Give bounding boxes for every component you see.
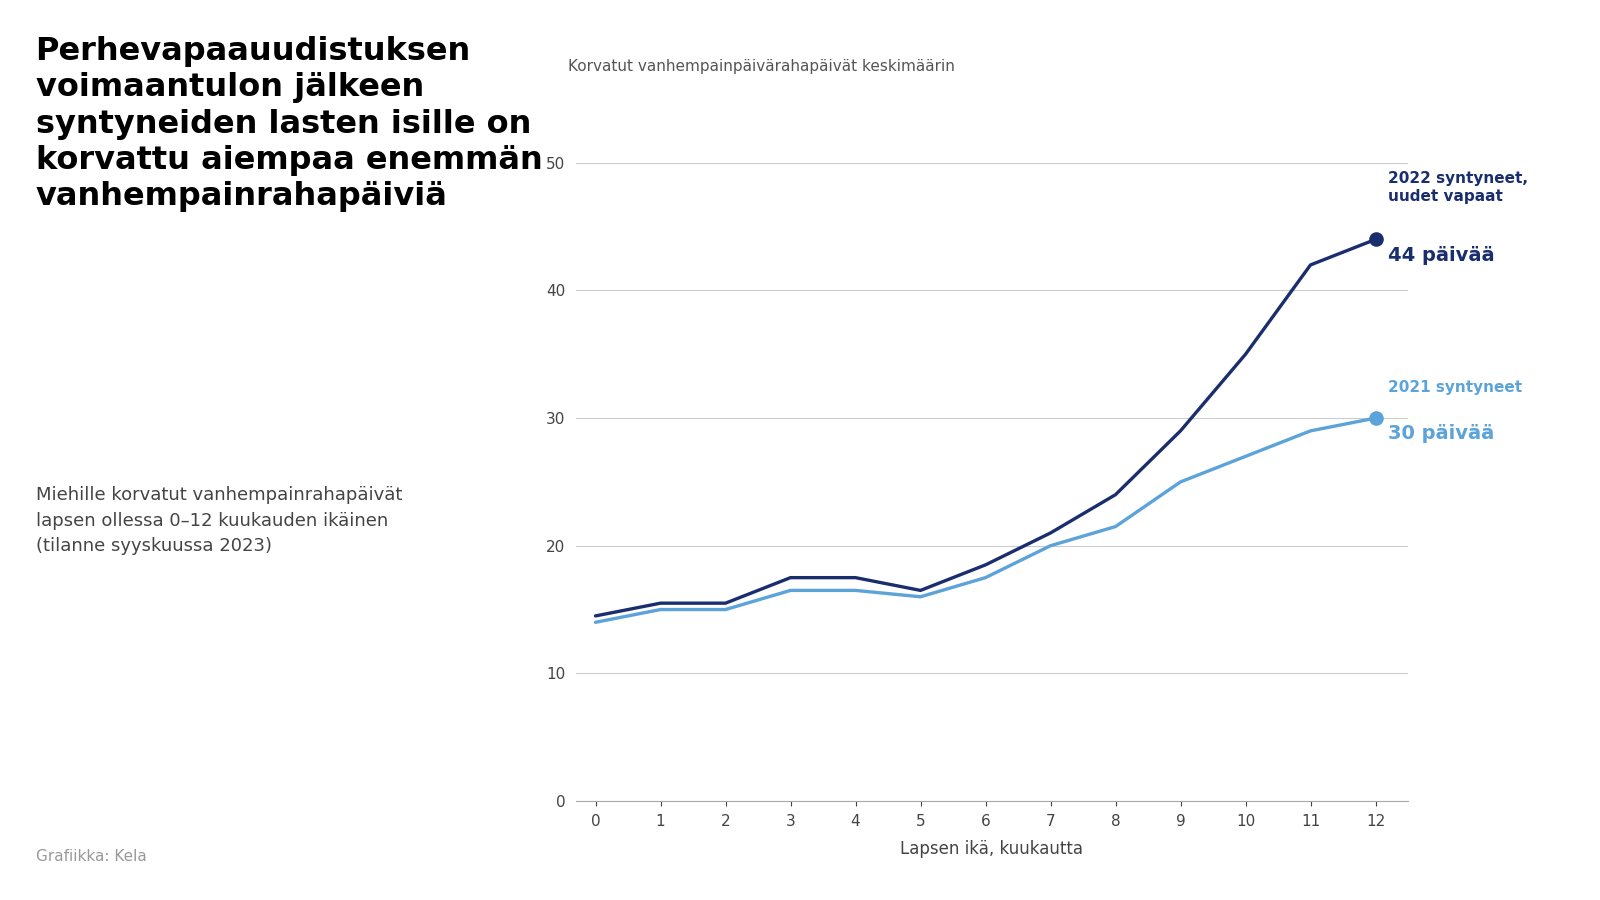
Text: 2021 syntyneet: 2021 syntyneet — [1389, 380, 1523, 395]
X-axis label: Lapsen ikä, kuukautta: Lapsen ikä, kuukautta — [901, 841, 1083, 859]
Text: 2022 syntyneet,
uudet vapaat: 2022 syntyneet, uudet vapaat — [1389, 171, 1528, 203]
Point — [1363, 411, 1389, 426]
Text: 30 päivää: 30 päivää — [1389, 425, 1494, 444]
Text: Korvatut vanhempainpäivärahapäivät keskimäärin: Korvatut vanhempainpäivärahapäivät keski… — [568, 59, 955, 75]
Text: Miehille korvatut vanhempainrahapäivät
lapsen ollessa 0–12 kuukauden ikäinen
(ti: Miehille korvatut vanhempainrahapäivät l… — [35, 486, 402, 555]
Text: Grafiikka: Kela: Grafiikka: Kela — [35, 849, 146, 864]
Text: 44 päivää: 44 päivää — [1389, 246, 1494, 265]
Point — [1363, 232, 1389, 247]
Text: Perhevapaauudistuksen
voimaantulon jälkeen
syntyneiden lasten isille on
korvattu: Perhevapaauudistuksen voimaantulon jälke… — [35, 36, 542, 212]
